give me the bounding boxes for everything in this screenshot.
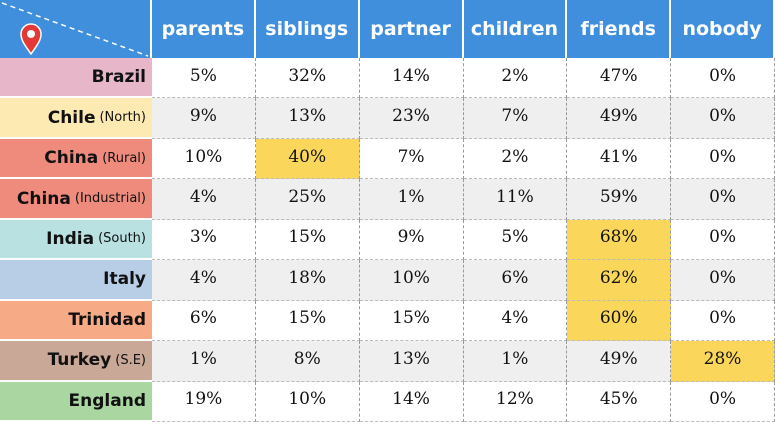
cell: 47% (567, 58, 672, 99)
row-note: (South) (98, 231, 146, 247)
row-note: (S.E) (115, 352, 146, 368)
cell: 11% (463, 179, 568, 220)
cell: 10% (152, 138, 256, 180)
cell: 15% (255, 300, 360, 342)
cell: 49% (567, 98, 672, 139)
cell: 4% (152, 260, 256, 301)
cell: 15% (359, 300, 464, 342)
cell: 62% (567, 260, 672, 301)
corner (0, 0, 152, 58)
row-name: Turkey (47, 350, 112, 371)
row-name: China (16, 188, 71, 209)
column-header: friends (567, 0, 672, 58)
cell: 0% (671, 260, 775, 301)
cell: 12% (463, 381, 568, 422)
cell: 68% (567, 219, 672, 261)
row-name: Chile (47, 107, 96, 128)
row-name: India (46, 228, 95, 249)
cell: 9% (359, 219, 464, 261)
cell: 10% (359, 260, 464, 301)
cell: 1% (359, 179, 464, 220)
row-note: (North) (99, 110, 146, 126)
cell: 49% (567, 341, 672, 382)
row-note: (Industrial) (74, 191, 146, 207)
column-header: nobody (671, 0, 775, 58)
row-label: China (Rural) (0, 138, 152, 180)
cell: 5% (463, 219, 568, 261)
cell: 2% (463, 58, 568, 99)
row-name: England (68, 390, 146, 411)
cell: 6% (463, 260, 568, 301)
cell: 13% (359, 341, 464, 382)
cell: 1% (152, 341, 256, 382)
cell: 19% (152, 381, 256, 422)
row-label: Trinidad (0, 300, 152, 342)
row-label: Brazil (0, 58, 152, 99)
cell: 2% (463, 138, 568, 180)
row-name: Trinidad (68, 309, 146, 330)
cell: 59% (567, 179, 672, 220)
column-header: partner (359, 0, 464, 58)
row-label: China (Industrial) (0, 179, 152, 220)
corner-icon (1, 2, 149, 57)
cell: 28% (671, 341, 775, 382)
cell: 0% (671, 179, 775, 220)
row-label: India (South) (0, 219, 152, 261)
cell: 0% (671, 138, 775, 180)
cell: 23% (359, 98, 464, 139)
cell: 0% (671, 219, 775, 261)
cell: 3% (152, 219, 256, 261)
cell: 1% (463, 341, 568, 382)
cell: 0% (671, 300, 775, 342)
cell: 32% (255, 58, 360, 99)
cell: 8% (255, 341, 360, 382)
cell: 15% (255, 219, 360, 261)
column-header: siblings (255, 0, 360, 58)
cell: 14% (359, 58, 464, 99)
cell: 7% (359, 138, 464, 180)
cell: 41% (567, 138, 672, 180)
cell: 10% (255, 381, 360, 422)
cell: 45% (567, 381, 672, 422)
row-label: England (0, 381, 152, 422)
cell: 4% (152, 179, 256, 220)
cell: 5% (152, 58, 256, 99)
cell: 60% (567, 300, 672, 342)
cell: 9% (152, 98, 256, 139)
row-name: China (44, 148, 99, 169)
cell: 18% (255, 260, 360, 301)
row-label: Chile (North) (0, 98, 152, 139)
column-header: parents (152, 0, 256, 58)
cell: 40% (255, 138, 360, 180)
cell: 7% (463, 98, 568, 139)
cell: 0% (671, 58, 775, 99)
cell: 0% (671, 381, 775, 422)
row-name: Italy (103, 269, 146, 290)
row-note: (Rural) (102, 150, 146, 166)
cell: 13% (255, 98, 360, 139)
cell: 6% (152, 300, 256, 342)
row-name: Brazil (91, 67, 146, 88)
row-label: Turkey (S.E) (0, 341, 152, 382)
column-header: children (463, 0, 568, 58)
cell: 25% (255, 179, 360, 220)
cell: 0% (671, 98, 775, 139)
cell: 14% (359, 381, 464, 422)
row-label: Italy (0, 260, 152, 301)
cell: 4% (463, 300, 568, 342)
